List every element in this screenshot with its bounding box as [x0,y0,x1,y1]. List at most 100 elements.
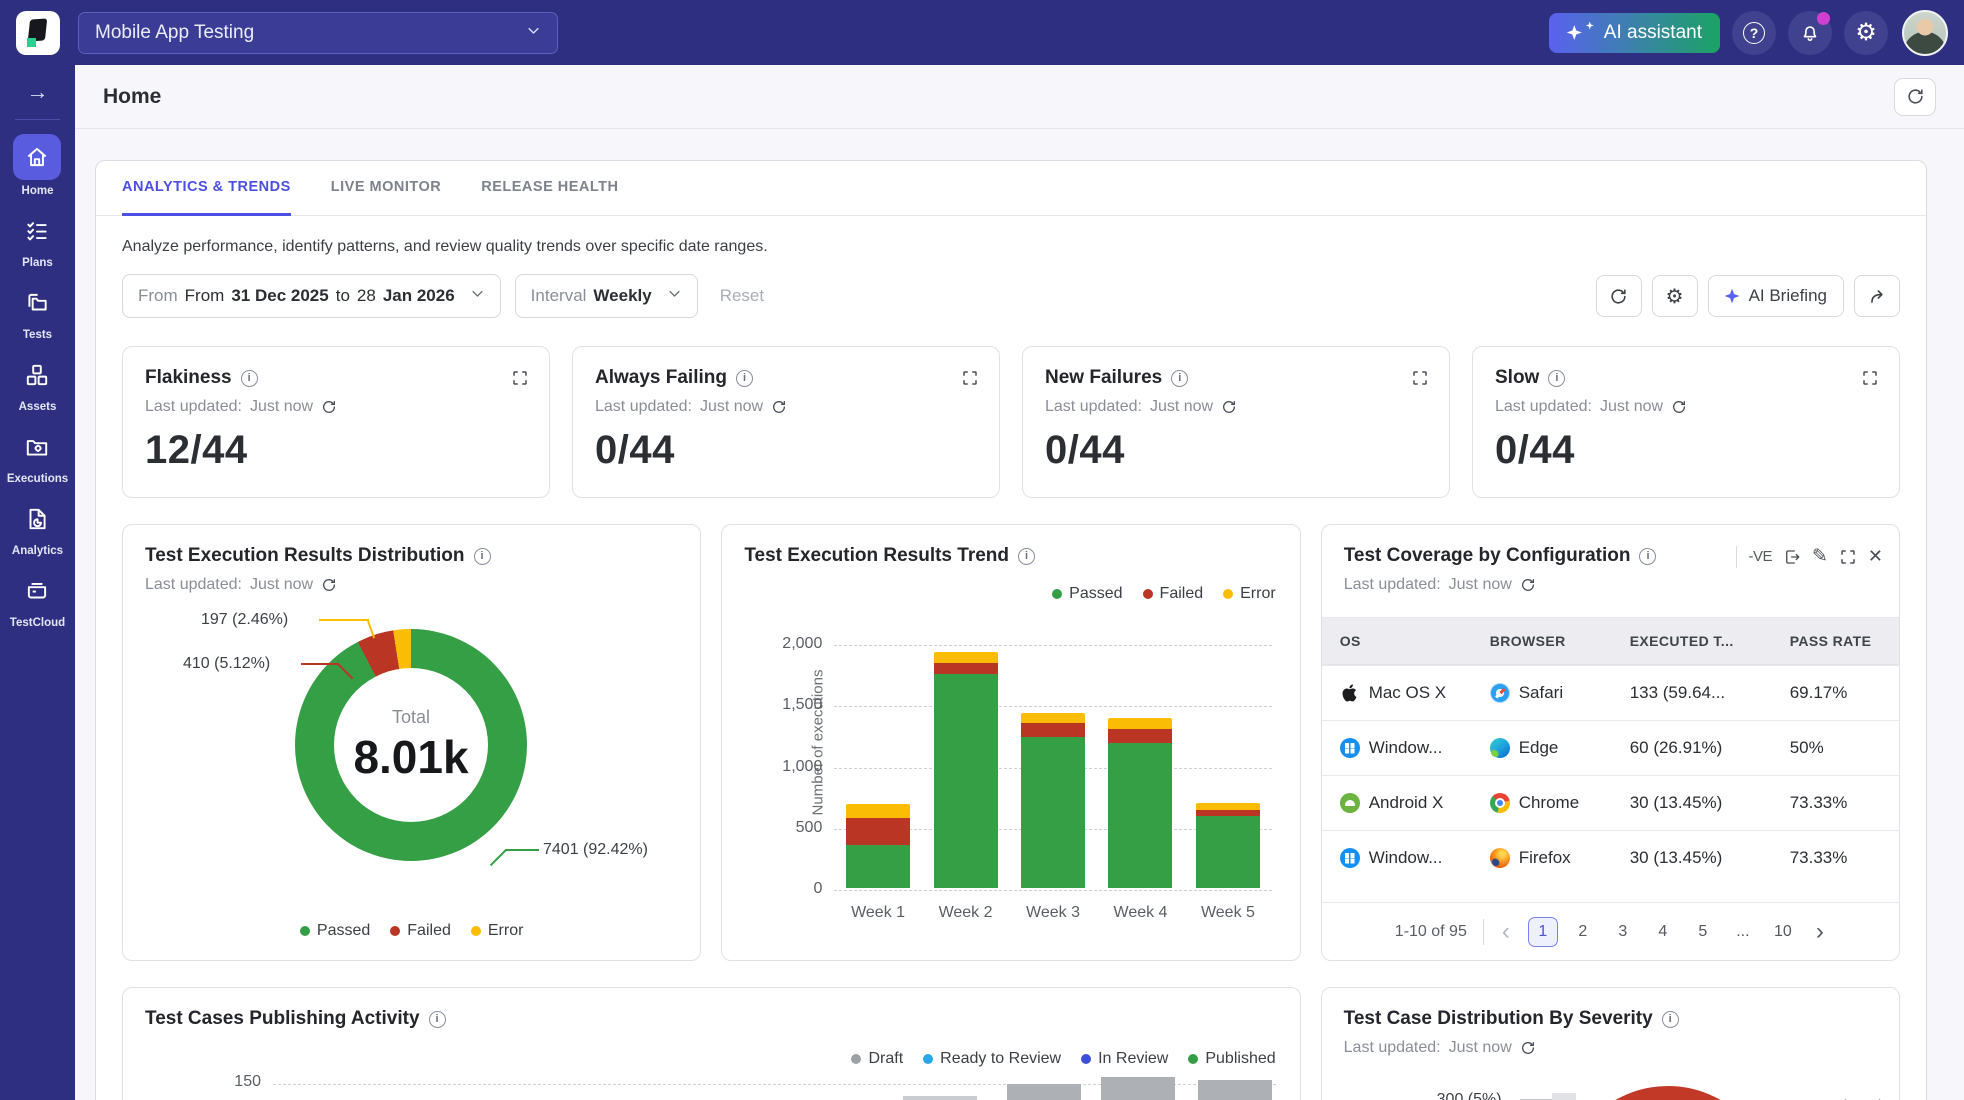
legend-dot [1052,589,1063,599]
legend-label: Passed [316,922,371,939]
refresh-widgets-button[interactable] [1595,275,1642,317]
sidebar-item-executions[interactable]: Executions [7,426,68,485]
chevron-down-icon [470,286,485,306]
project-selector[interactable]: Mobile App Testing [78,11,558,54]
info-icon[interactable]: i [1639,547,1657,565]
refresh-icon[interactable] [1671,399,1687,415]
info-icon[interactable]: i [473,547,491,565]
info-icon[interactable]: i [428,1010,446,1028]
coverage-title: Test Coverage by Configuration [1343,545,1631,566]
tab-live-monitor[interactable]: LIVE MONITOR [330,179,442,195]
legend-item-error[interactable]: Error [1223,585,1276,603]
refresh-icon[interactable] [321,577,337,593]
settings-button[interactable]: ⚙ [1844,10,1888,55]
page-button-4[interactable]: 4 [1658,922,1668,940]
stacked-bar-week-5[interactable] [1195,803,1260,888]
refresh-icon[interactable] [1520,577,1536,593]
page-button-2[interactable]: 2 [1578,922,1588,940]
stacked-bar-week-1[interactable] [846,803,911,888]
publishing-bar[interactable] [1101,1077,1175,1100]
last-updated-label: Last updated: [1495,398,1592,415]
table-row[interactable]: Android X Chrome 30 (13.45%) 73.33% [1321,775,1899,830]
info-icon[interactable]: i [1661,1010,1679,1028]
app-logo-icon[interactable] [16,10,60,55]
legend-item-failed[interactable]: Failed [390,922,451,940]
sidebar-item-testcloud[interactable]: TestCloud [7,570,68,629]
sidebar-item-analytics[interactable]: Analytics [7,498,68,557]
refresh-icon[interactable] [321,399,337,415]
sidebar-item-tests[interactable]: Tests [7,282,68,341]
publishing-bar[interactable] [903,1096,977,1100]
severity-donut[interactable] [1561,1086,1774,1100]
page-button-1[interactable]: 1 [1527,916,1558,947]
info-icon[interactable]: i [1171,369,1189,387]
table-row[interactable]: Window... Firefox 30 (13.45%) 73.33% [1321,830,1899,885]
bell-icon [1803,25,1817,41]
expand-button[interactable] [1839,548,1857,566]
reset-button[interactable]: Reset [719,286,765,305]
publishing-bar[interactable] [1007,1084,1081,1100]
table-row[interactable]: Mac OS X Safari 133 (59.64... 69.17% [1321,665,1899,720]
prev-page-button[interactable]: ‹ [1501,917,1510,945]
ai-briefing-button[interactable]: AI Briefing [1707,275,1844,317]
page-button-5[interactable]: 5 [1698,922,1708,940]
dashboard-settings-button[interactable]: ⚙ [1651,275,1698,317]
tab-analytics-trends[interactable]: ANALYTICS & TRENDS [122,161,291,216]
legend-item-failed[interactable]: Failed [1142,585,1203,603]
export-button[interactable] [1783,548,1801,566]
publishing-bar[interactable] [1198,1080,1272,1100]
executions-icon [14,426,60,468]
refresh-icon[interactable] [1520,1040,1536,1056]
legend-item-draft[interactable]: Draft [851,1050,903,1068]
table-row[interactable]: Window... Edge 60 (26.91%) 50% [1321,720,1899,775]
topbar: Mobile App Testing AI assistant ? ⚙ [0,0,1964,65]
legend-item-ready-to-review[interactable]: Ready to Review [923,1050,1061,1068]
stacked-bar-week-4[interactable] [1108,718,1173,888]
legend-label: Error [487,922,524,939]
sidebar-item-home[interactable]: Home [7,134,68,197]
info-icon[interactable]: i [735,369,753,387]
last-updated-label: Last updated: [595,398,692,415]
page-button-3[interactable]: 3 [1618,922,1628,940]
legend-item-passed[interactable]: Passed [299,922,371,940]
legend-item-published[interactable]: Published [1188,1050,1276,1068]
legend-item-passed[interactable]: Passed [1052,585,1123,603]
stacked-bar-week-2[interactable] [933,651,998,888]
page-refresh-button[interactable] [1894,77,1936,116]
ai-assistant-button[interactable]: AI assistant [1548,12,1720,53]
ai-briefing-label: AI Briefing [1748,286,1827,305]
info-icon[interactable]: i [1018,547,1035,565]
next-page-button[interactable]: › [1815,917,1824,945]
sidebar-item-assets[interactable]: Assets [7,354,68,413]
refresh-icon[interactable] [1221,399,1237,415]
expand-button[interactable] [1411,369,1429,392]
legend-item-in-review[interactable]: In Review [1081,1050,1168,1068]
stacked-bar-week-3[interactable] [1021,712,1086,888]
help-button[interactable]: ? [1732,10,1776,55]
share-button[interactable] [1854,275,1900,317]
user-avatar[interactable] [1902,9,1948,56]
bar-segment-passed [933,673,998,888]
trend-plot[interactable] [834,645,1272,891]
expand-button[interactable] [961,369,979,392]
expand-button[interactable] [511,369,529,392]
page-button-10[interactable]: 10 [1773,922,1792,940]
close-button[interactable]: ✕ [1867,546,1883,566]
bar-slot-week-1 [834,645,921,888]
info-icon[interactable]: i [1548,369,1566,387]
tab-release-health[interactable]: RELEASE HEALTH [481,179,619,195]
sidebar-expand-button[interactable]: → [27,79,49,109]
sidebar-item-plans[interactable]: Plans [7,210,68,269]
edit-button[interactable]: ✎ [1811,546,1828,567]
legend-item-error[interactable]: Error [470,922,524,940]
refresh-icon[interactable] [771,399,787,415]
interval-select[interactable]: Interval Weekly [514,274,698,318]
date-range-select[interactable]: From From 31 Dec 2025 to 28 Jan 2026 [122,274,501,318]
info-icon[interactable]: i [240,369,258,387]
gridline [834,890,1272,891]
sidebar-item-label: Assets [18,401,57,413]
expand-button[interactable] [1861,369,1879,392]
clipped-view-label: -VE [1748,548,1772,565]
notifications-button[interactable] [1788,10,1832,55]
results-distribution-donut[interactable] [295,629,527,861]
